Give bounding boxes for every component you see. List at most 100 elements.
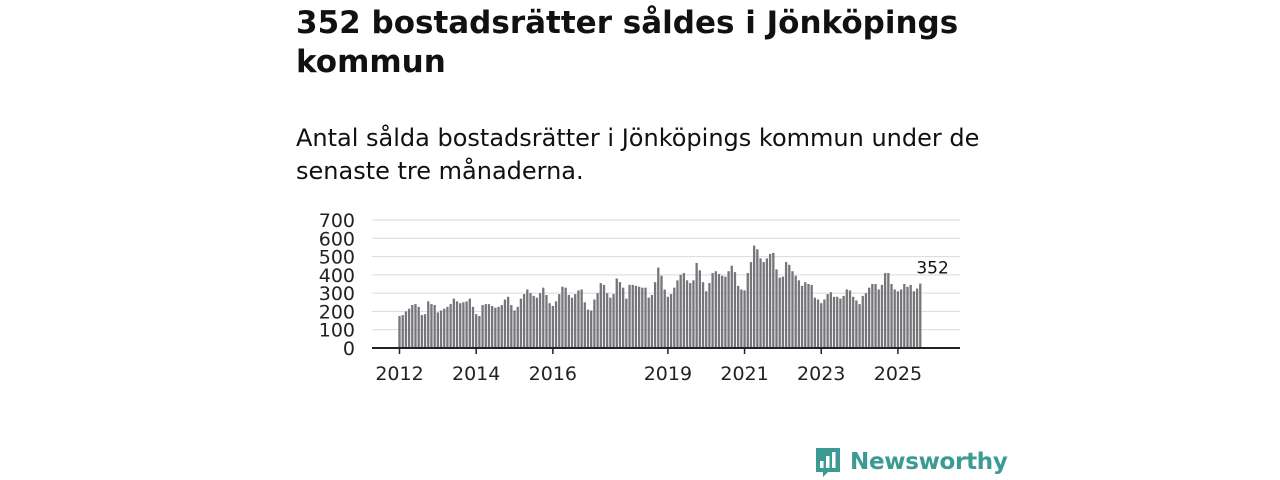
- bar: [800, 285, 804, 348]
- bar: [548, 303, 551, 348]
- bar: [535, 297, 539, 348]
- bar: [682, 273, 686, 348]
- bar: [526, 289, 529, 348]
- bar: [506, 296, 510, 348]
- bar: [491, 305, 494, 348]
- bar: [689, 283, 692, 348]
- bar: [874, 284, 877, 348]
- bar: [896, 291, 900, 348]
- bar: [826, 294, 829, 348]
- bar: [711, 273, 714, 348]
- bar: [618, 282, 622, 348]
- bar: [599, 283, 602, 348]
- x-tick-label: 2019: [644, 363, 692, 385]
- bar: [459, 303, 462, 348]
- bar: [919, 283, 922, 348]
- bar: [494, 307, 497, 348]
- bar: [679, 274, 682, 348]
- bar: [577, 290, 580, 348]
- bar: [574, 294, 577, 348]
- bar: [481, 305, 484, 348]
- bar: [570, 297, 574, 348]
- bar: [669, 294, 673, 348]
- bar: [650, 294, 654, 348]
- bar: [606, 293, 609, 348]
- bar: [880, 284, 884, 348]
- bar: [634, 285, 638, 348]
- bar: [871, 284, 874, 348]
- bar: [439, 310, 443, 348]
- bar: [823, 299, 826, 348]
- bar: [807, 284, 810, 348]
- bar: [717, 273, 721, 348]
- bar: [657, 267, 660, 348]
- bar: [714, 271, 717, 348]
- bar: [401, 315, 404, 348]
- bar: [698, 270, 701, 348]
- bar: [804, 282, 807, 348]
- bar: [487, 304, 491, 348]
- bar: [468, 298, 471, 348]
- bar: [647, 297, 650, 348]
- bar: [609, 297, 612, 348]
- bar: [756, 249, 759, 348]
- bar: [590, 310, 593, 348]
- x-axis-ticks: 2012 2014 2016 2019 2021 2023 2025: [375, 348, 922, 385]
- y-tick-label: 600: [319, 228, 355, 250]
- bar: [436, 312, 439, 348]
- bar: [749, 262, 753, 348]
- bar: [772, 252, 775, 348]
- bar: [532, 295, 535, 348]
- y-tick-label: 400: [319, 265, 355, 287]
- bar: [641, 287, 644, 348]
- bar: [554, 301, 558, 348]
- x-tick-label: 2023: [797, 363, 845, 385]
- bar: [762, 262, 765, 348]
- bar: [877, 289, 880, 348]
- bar: [730, 265, 733, 348]
- bar: [519, 298, 523, 348]
- bar: [462, 302, 465, 348]
- bar: [829, 292, 832, 348]
- bar: [538, 293, 542, 348]
- bar: [788, 264, 791, 348]
- bar: [452, 298, 455, 348]
- bar: [903, 284, 906, 348]
- bar: [561, 286, 564, 348]
- bar: [478, 316, 481, 348]
- bar: [427, 301, 430, 348]
- bar: [612, 294, 615, 348]
- bar: [423, 314, 427, 348]
- bar: [721, 275, 724, 348]
- bar: [529, 293, 532, 348]
- bar: [746, 273, 749, 348]
- x-tick-label: 2012: [375, 363, 423, 385]
- bar: [864, 293, 868, 348]
- y-tick-label: 200: [319, 301, 355, 323]
- bar: [695, 262, 698, 348]
- bar: [510, 305, 513, 348]
- bar: [708, 283, 711, 348]
- bar: [455, 301, 459, 348]
- bar: [743, 290, 746, 348]
- bar: [500, 305, 503, 348]
- bar: [420, 315, 424, 348]
- y-tick-label: 500: [319, 247, 355, 269]
- bar: [404, 311, 408, 348]
- bar: [513, 310, 516, 348]
- bar: [768, 253, 772, 348]
- x-tick-label: 2014: [452, 363, 500, 385]
- bar: [887, 273, 890, 348]
- bar: [593, 299, 596, 348]
- bar: [653, 282, 657, 348]
- bar: [883, 273, 887, 348]
- bar: [398, 316, 401, 348]
- bar: [475, 314, 478, 348]
- bar: [810, 284, 813, 348]
- bar: [583, 302, 586, 348]
- bar: [845, 289, 848, 348]
- bar: [861, 295, 864, 348]
- bar: [868, 287, 871, 348]
- bar: [852, 296, 855, 348]
